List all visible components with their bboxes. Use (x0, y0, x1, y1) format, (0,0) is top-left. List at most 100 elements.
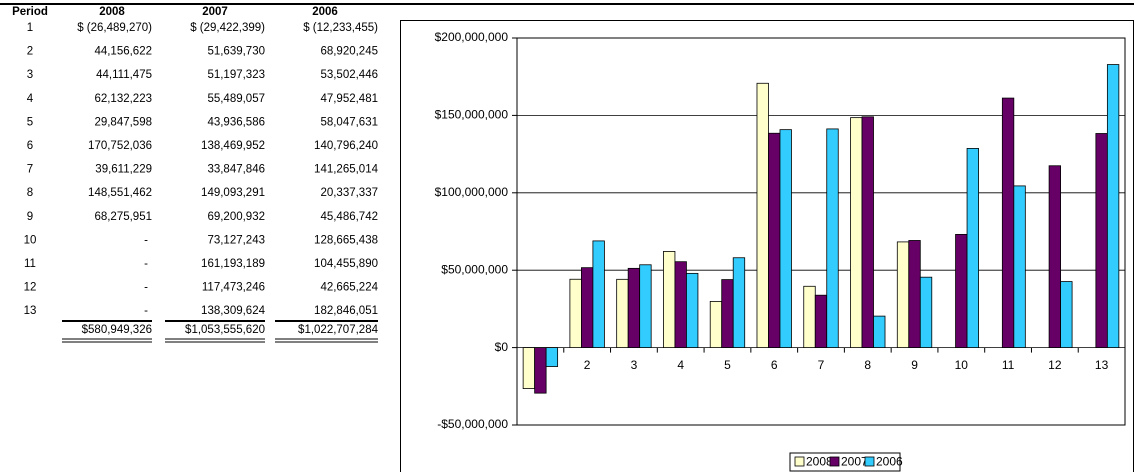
table-cell: $ (26,489,270) (77, 22, 152, 34)
table-cell: 161,193,189 (201, 258, 265, 270)
y-tick-label: $200,000,000 (435, 30, 509, 44)
bar (674, 261, 687, 348)
y-tick-label: $50,000,000 (441, 262, 508, 276)
bar (569, 278, 582, 348)
table-total: $1,022,707,284 (298, 324, 379, 336)
legend-label: 2008 (806, 455, 833, 469)
bar (545, 347, 559, 367)
bar (873, 315, 886, 348)
legend-label: 2006 (876, 455, 903, 469)
bar (919, 276, 933, 348)
period-cell: 3 (27, 69, 33, 81)
bar (1095, 133, 1108, 349)
table-cell: 149,093,291 (201, 187, 265, 199)
x-tick-label: 5 (724, 358, 731, 372)
table-header: 2008 (99, 6, 125, 18)
table-cell: 53,502,446 (320, 69, 378, 81)
bar (592, 240, 605, 348)
table-header: 2007 (202, 6, 228, 18)
table-cell: - (144, 305, 148, 317)
bar (1001, 97, 1015, 348)
x-tick-label: 10 (955, 358, 969, 372)
legend-swatch (794, 456, 805, 467)
period-cell: 9 (27, 211, 33, 223)
bar (663, 251, 676, 348)
x-tick-label: 2 (584, 358, 591, 372)
table-cell: - (144, 282, 148, 294)
period-cell: 8 (27, 187, 33, 199)
table-cell: 73,127,243 (207, 234, 265, 246)
period-cell: 5 (27, 116, 33, 128)
period-cell: 11 (24, 258, 36, 270)
table-cell: 148,551,462 (88, 187, 152, 199)
x-tick-label: 4 (677, 358, 684, 372)
bar (826, 128, 839, 348)
table-cell: 44,111,475 (96, 69, 152, 81)
table-cell: 68,920,245 (320, 46, 378, 58)
y-tick-label: $150,000,000 (435, 108, 509, 122)
period-cell: 7 (27, 164, 33, 176)
bar (896, 241, 910, 348)
legend-label: 2007 (841, 455, 868, 469)
bar (768, 132, 781, 349)
table-cell: 104,455,890 (314, 258, 378, 270)
table-cell: 55,489,057 (207, 93, 265, 105)
bar (955, 233, 968, 349)
table-cell: 43,936,586 (207, 116, 265, 128)
bar (850, 117, 863, 348)
bar (1060, 281, 1073, 348)
table-cell: 140,796,240 (314, 140, 378, 152)
period-cell: 6 (27, 140, 33, 152)
bar (908, 240, 921, 348)
x-tick-label: 8 (864, 358, 871, 372)
table-cell: 44,156,622 (94, 46, 152, 58)
x-tick-label: 12 (1048, 358, 1062, 372)
table-cell: 58,047,631 (320, 116, 378, 128)
bar (581, 267, 594, 349)
table-cell: 39,611,229 (95, 164, 152, 176)
bar (861, 116, 874, 349)
period-cell: 2 (27, 46, 33, 58)
bar (732, 257, 746, 349)
table-cell: 117,473,246 (202, 282, 265, 294)
table-cell: - (144, 258, 148, 270)
period-cell: 4 (27, 93, 34, 105)
table-cell: 138,469,952 (201, 140, 265, 152)
table-cell: - (144, 234, 148, 246)
table-cell: 69,200,932 (207, 211, 265, 223)
x-tick-label: 3 (631, 358, 638, 372)
x-tick-label: 11 (1002, 358, 1015, 372)
bar (639, 264, 652, 348)
table-cell: 47,952,481 (320, 93, 378, 105)
bar (1013, 185, 1026, 349)
x-tick-label: 6 (771, 358, 778, 372)
bar (721, 279, 734, 348)
table-cell: 45,486,742 (320, 211, 378, 223)
table: Period 2008 2007 2006 1 $ (26,489,270) $ (29,4… (12, 6, 379, 343)
table-cell: 138,309,624 (201, 305, 266, 317)
period-cell: 1 (27, 22, 33, 34)
period-cell: 13 (24, 305, 37, 317)
table-cell: 141,265,014 (314, 164, 379, 176)
table-cell: 128,665,438 (314, 234, 378, 246)
x-tick-label: 7 (818, 358, 825, 372)
bar (686, 272, 699, 349)
bar (616, 278, 629, 348)
table-cell: 29,847,598 (94, 116, 152, 128)
bar (1048, 165, 1061, 349)
table-cell: $ (29,422,399) (190, 22, 265, 34)
y-tick-label: -$50,000,000 (437, 417, 508, 431)
table-cell: 51,639,730 (207, 46, 265, 58)
y-tick-label: $0 (495, 340, 509, 354)
legend-swatch (864, 456, 875, 467)
bar (966, 148, 979, 349)
bar (534, 347, 547, 394)
table-cell: 62,132,223 (94, 93, 152, 105)
table-cell: 33,847,846 (207, 164, 265, 176)
table-cell: 51,197,323 (207, 69, 265, 81)
bar (779, 129, 792, 348)
bar (522, 347, 536, 390)
bar (803, 285, 816, 349)
period-cell: 10 (24, 234, 37, 246)
